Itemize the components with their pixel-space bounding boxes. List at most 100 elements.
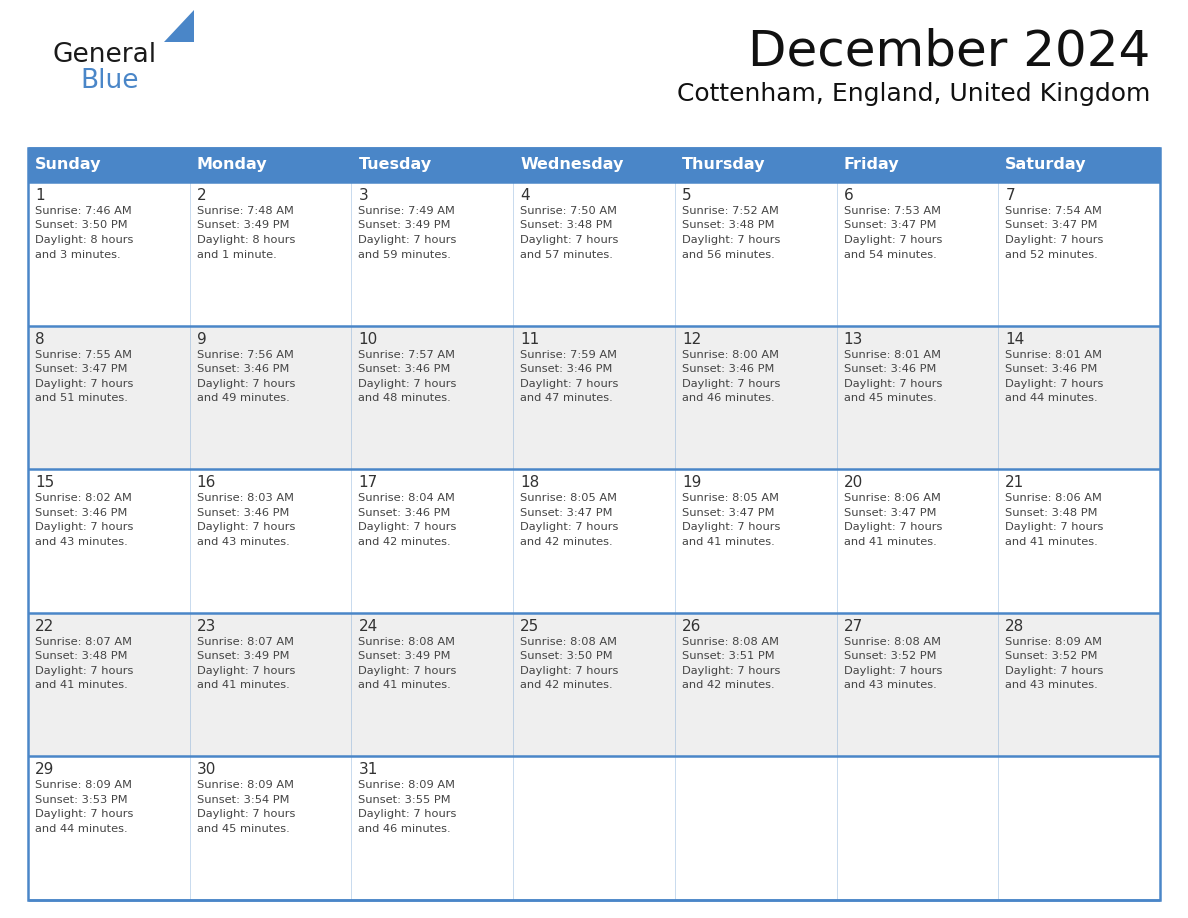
- Text: Daylight: 7 hours: Daylight: 7 hours: [1005, 235, 1104, 245]
- Bar: [675, 326, 836, 469]
- Text: and 42 minutes.: and 42 minutes.: [359, 537, 451, 547]
- Text: 2: 2: [197, 188, 207, 203]
- Text: Cottenham, England, United Kingdom: Cottenham, England, United Kingdom: [677, 82, 1150, 106]
- Text: 28: 28: [1005, 619, 1024, 633]
- Text: and 46 minutes.: and 46 minutes.: [359, 823, 451, 834]
- Text: Blue: Blue: [80, 68, 139, 94]
- Text: 13: 13: [843, 331, 862, 347]
- Text: and 43 minutes.: and 43 minutes.: [34, 537, 128, 547]
- Text: Daylight: 7 hours: Daylight: 7 hours: [520, 378, 619, 388]
- Text: and 41 minutes.: and 41 minutes.: [359, 680, 451, 690]
- Text: Sunset: 3:47 PM: Sunset: 3:47 PM: [34, 364, 127, 375]
- Text: and 42 minutes.: and 42 minutes.: [520, 680, 613, 690]
- Text: 20: 20: [843, 476, 862, 490]
- Text: Sunset: 3:49 PM: Sunset: 3:49 PM: [197, 220, 289, 230]
- Text: Friday: Friday: [843, 158, 899, 173]
- Text: and 51 minutes.: and 51 minutes.: [34, 393, 128, 403]
- Text: Sunset: 3:50 PM: Sunset: 3:50 PM: [34, 220, 127, 230]
- Text: Daylight: 7 hours: Daylight: 7 hours: [359, 522, 457, 532]
- Text: Sunset: 3:46 PM: Sunset: 3:46 PM: [843, 364, 936, 375]
- Bar: [998, 326, 1159, 469]
- Text: Sunrise: 7:53 AM: Sunrise: 7:53 AM: [843, 206, 941, 216]
- Text: Sunset: 3:46 PM: Sunset: 3:46 PM: [34, 508, 127, 518]
- Text: and 59 minutes.: and 59 minutes.: [359, 250, 451, 260]
- Bar: [513, 326, 675, 469]
- Text: 30: 30: [197, 763, 216, 778]
- Text: Sunrise: 8:03 AM: Sunrise: 8:03 AM: [197, 493, 293, 503]
- Text: Sunrise: 8:09 AM: Sunrise: 8:09 AM: [359, 780, 455, 790]
- Text: Sunrise: 8:09 AM: Sunrise: 8:09 AM: [197, 780, 293, 790]
- Text: Sunrise: 7:49 AM: Sunrise: 7:49 AM: [359, 206, 455, 216]
- Text: Daylight: 7 hours: Daylight: 7 hours: [197, 378, 295, 388]
- Text: 4: 4: [520, 188, 530, 203]
- Text: Sunrise: 7:57 AM: Sunrise: 7:57 AM: [359, 350, 455, 360]
- Text: and 42 minutes.: and 42 minutes.: [682, 680, 775, 690]
- Text: and 45 minutes.: and 45 minutes.: [197, 823, 290, 834]
- Text: Sunrise: 8:07 AM: Sunrise: 8:07 AM: [34, 637, 132, 647]
- Text: and 48 minutes.: and 48 minutes.: [359, 393, 451, 403]
- Text: Daylight: 7 hours: Daylight: 7 hours: [197, 666, 295, 676]
- Bar: [675, 756, 836, 900]
- Text: and 49 minutes.: and 49 minutes.: [197, 393, 290, 403]
- Text: Daylight: 7 hours: Daylight: 7 hours: [359, 810, 457, 820]
- Bar: [29, 148, 190, 182]
- Bar: [513, 756, 675, 900]
- Bar: [836, 326, 998, 469]
- Text: 10: 10: [359, 331, 378, 347]
- Text: Sunset: 3:47 PM: Sunset: 3:47 PM: [843, 508, 936, 518]
- Text: Sunset: 3:48 PM: Sunset: 3:48 PM: [520, 220, 613, 230]
- Bar: [29, 469, 190, 613]
- Text: Sunset: 3:48 PM: Sunset: 3:48 PM: [34, 651, 127, 661]
- Text: Sunrise: 8:02 AM: Sunrise: 8:02 AM: [34, 493, 132, 503]
- Text: and 43 minutes.: and 43 minutes.: [1005, 680, 1098, 690]
- Text: Sunrise: 8:01 AM: Sunrise: 8:01 AM: [843, 350, 941, 360]
- Text: Sunrise: 7:59 AM: Sunrise: 7:59 AM: [520, 350, 617, 360]
- Bar: [29, 182, 190, 326]
- Text: 29: 29: [34, 763, 55, 778]
- Text: Sunset: 3:46 PM: Sunset: 3:46 PM: [197, 508, 289, 518]
- Text: Sunrise: 7:48 AM: Sunrise: 7:48 AM: [197, 206, 293, 216]
- Text: 24: 24: [359, 619, 378, 633]
- Text: 9: 9: [197, 331, 207, 347]
- Text: Sunset: 3:48 PM: Sunset: 3:48 PM: [682, 220, 775, 230]
- Text: Daylight: 7 hours: Daylight: 7 hours: [520, 522, 619, 532]
- Text: Sunset: 3:52 PM: Sunset: 3:52 PM: [843, 651, 936, 661]
- Text: Daylight: 7 hours: Daylight: 7 hours: [359, 235, 457, 245]
- Text: Sunset: 3:46 PM: Sunset: 3:46 PM: [1005, 364, 1098, 375]
- Text: 21: 21: [1005, 476, 1024, 490]
- Text: and 41 minutes.: and 41 minutes.: [197, 680, 290, 690]
- Text: Daylight: 7 hours: Daylight: 7 hours: [682, 378, 781, 388]
- Bar: [190, 182, 352, 326]
- Bar: [513, 182, 675, 326]
- Bar: [29, 613, 190, 756]
- Text: 1: 1: [34, 188, 45, 203]
- Text: Sunrise: 8:08 AM: Sunrise: 8:08 AM: [843, 637, 941, 647]
- Text: and 44 minutes.: and 44 minutes.: [34, 823, 127, 834]
- Text: and 56 minutes.: and 56 minutes.: [682, 250, 775, 260]
- Bar: [998, 613, 1159, 756]
- Text: Saturday: Saturday: [1005, 158, 1087, 173]
- Text: Daylight: 7 hours: Daylight: 7 hours: [843, 666, 942, 676]
- Text: Sunset: 3:47 PM: Sunset: 3:47 PM: [1005, 220, 1098, 230]
- Bar: [352, 326, 513, 469]
- Text: Sunset: 3:52 PM: Sunset: 3:52 PM: [1005, 651, 1098, 661]
- Text: Sunday: Sunday: [34, 158, 101, 173]
- Bar: [836, 613, 998, 756]
- Text: Daylight: 7 hours: Daylight: 7 hours: [1005, 522, 1104, 532]
- Text: and 45 minutes.: and 45 minutes.: [843, 393, 936, 403]
- Text: Daylight: 7 hours: Daylight: 7 hours: [682, 666, 781, 676]
- Text: 3: 3: [359, 188, 368, 203]
- Text: Sunrise: 8:08 AM: Sunrise: 8:08 AM: [682, 637, 779, 647]
- Bar: [998, 469, 1159, 613]
- Text: Daylight: 7 hours: Daylight: 7 hours: [843, 235, 942, 245]
- Text: and 41 minutes.: and 41 minutes.: [1005, 537, 1098, 547]
- Text: Sunrise: 7:46 AM: Sunrise: 7:46 AM: [34, 206, 132, 216]
- Text: 26: 26: [682, 619, 701, 633]
- Text: Sunset: 3:49 PM: Sunset: 3:49 PM: [359, 651, 451, 661]
- Text: 18: 18: [520, 476, 539, 490]
- Text: Sunset: 3:46 PM: Sunset: 3:46 PM: [682, 364, 775, 375]
- Bar: [190, 326, 352, 469]
- Bar: [190, 469, 352, 613]
- Text: Sunrise: 7:50 AM: Sunrise: 7:50 AM: [520, 206, 617, 216]
- Text: Sunset: 3:46 PM: Sunset: 3:46 PM: [359, 508, 450, 518]
